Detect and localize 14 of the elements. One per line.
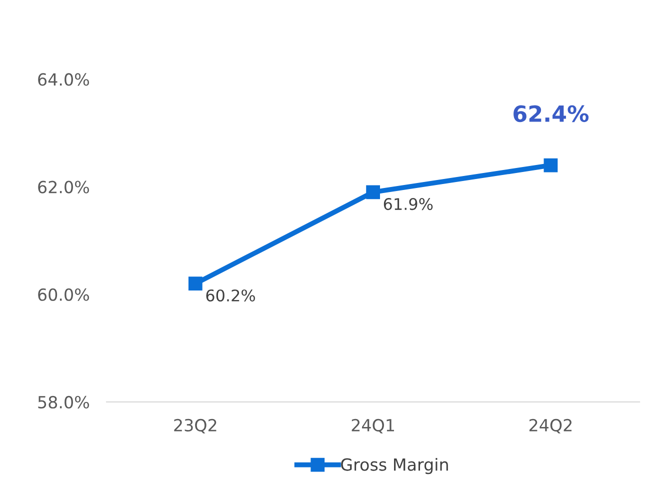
data-label: 60.2% — [206, 289, 255, 302]
y-tick-label: 64.0% — [38, 73, 90, 86]
data-label: 61.9% — [384, 198, 433, 210]
point — [544, 158, 558, 172]
x-tick-label: 23Q2 — [174, 418, 216, 434]
data-label: 62.4% — [514, 105, 589, 122]
y-tick-label: 58.0% — [38, 396, 90, 409]
x-tick-label: 24Q1 — [352, 418, 394, 434]
x-tick-label: 24Q2 — [529, 418, 572, 434]
y-tick-label: 60.0% — [38, 288, 90, 301]
point — [366, 185, 380, 200]
y-tick-label: 62.0% — [38, 180, 90, 194]
legend-label: Gross Margin — [341, 458, 448, 474]
point — [188, 276, 202, 291]
